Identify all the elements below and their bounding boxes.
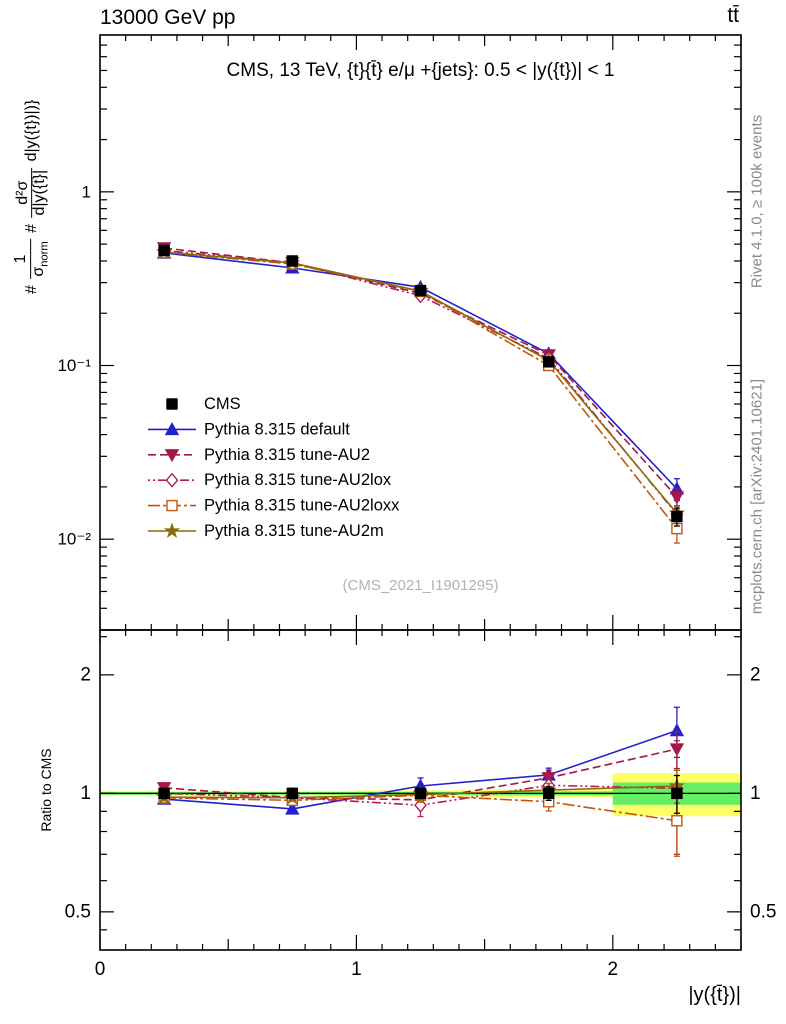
main-plot-title: CMS, 13 TeV, {t}{t̄} e/μ +{jets}: 0.5 < … — [226, 60, 615, 81]
points-pythia-8-315-tune-au2lox — [157, 242, 684, 855]
main-y-axis-label: # 1 σnorm # d²σ d|y({t̄}| d|y({t})|)} — [12, 7, 51, 387]
ratio-y-tick-label-right: 1 — [750, 783, 761, 804]
ratio-panel-frame — [99, 629, 742, 951]
legend-label: Pythia 8.315 tune-AU2lox — [204, 471, 392, 489]
legend: CMS Pythia 8.315 default Pythia 8.315 tune… — [148, 395, 400, 540]
ratio-y-tick-label: 0.5 — [65, 901, 91, 922]
ylabel-tail: d|y({t})|)} — [23, 99, 41, 162]
points-pythia-8-315-tune-au2loxx — [158, 246, 683, 857]
process-label: tt̄ — [727, 4, 739, 27]
ylabel-hash-1: # — [23, 285, 41, 295]
ratio-y-tick-label-right: 2 — [750, 664, 761, 685]
points-cms — [158, 244, 683, 814]
legend-label: Pythia 8.315 tune-AU2loxx — [204, 497, 400, 515]
ratio-y-tick-label: 1 — [80, 783, 91, 804]
ylabel-fraction-xsec: d²σ d|y({t̄}| — [13, 167, 49, 218]
legend-label: Pythia 8.315 default — [204, 420, 350, 438]
main-y-tick-label: 10⁻¹ — [57, 356, 91, 375]
x-tick-label: 1 — [351, 959, 362, 980]
beam-energy-label: 13000 GeV pp — [100, 6, 236, 29]
legend-label: Pythia 8.315 tune-AU2m — [204, 522, 384, 540]
x-tick-label: 0 — [95, 959, 106, 980]
legend-label: CMS — [204, 395, 241, 413]
ylabel-hash-2: # — [23, 223, 41, 233]
panel-frames — [99, 34, 742, 951]
ylabel-fraction-norm: 1 σnorm — [12, 239, 51, 279]
analysis-watermark: (CMS_2021_I1901295) — [342, 577, 499, 594]
axis-ticks — [99, 35, 742, 950]
main-y-tick-label: 10⁻² — [57, 530, 91, 549]
main-y-tick-label: 1 — [82, 182, 91, 201]
x-axis-label: |y({t̄})| — [688, 984, 741, 1006]
main-panel-frame — [99, 34, 742, 631]
mcplots-credit-label: mcplots.cern.ch [arXiv:2401.10621] — [748, 378, 766, 615]
ratio-y-tick-label: 2 — [80, 664, 91, 685]
rivet-version-label: Rivet 4.1.0, ≥ 100k events — [748, 114, 766, 289]
axis-tick-labels: 1 10⁻¹ 10⁻² 2 2 1 1 0.5 0.5 0 1 2 — [57, 182, 776, 980]
x-tick-label: 2 — [608, 959, 619, 980]
ratio-y-axis-label: Ratio to CMS — [38, 748, 54, 832]
ratio-y-tick-label-right: 0.5 — [750, 901, 776, 922]
legend-label: Pythia 8.315 tune-AU2 — [204, 446, 370, 464]
